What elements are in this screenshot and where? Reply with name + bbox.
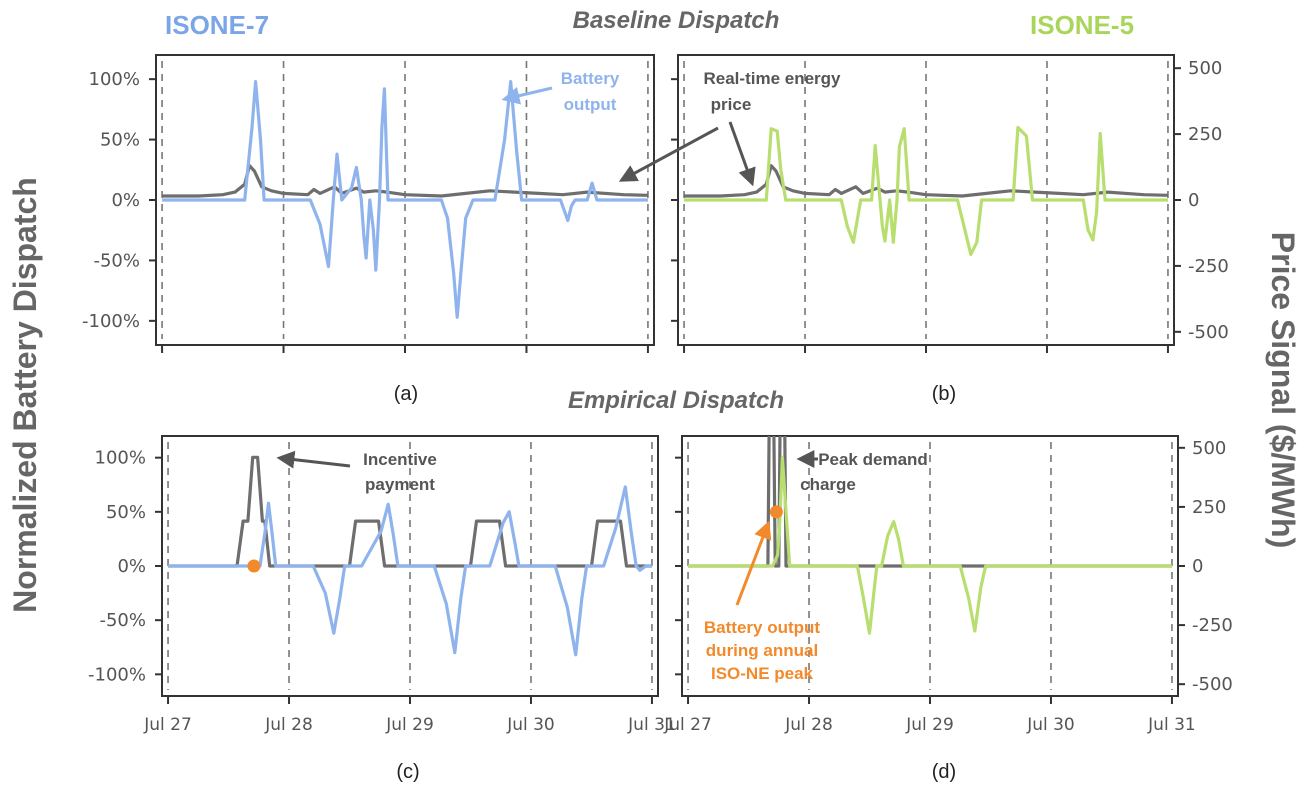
- panel-d-plot-area: [688, 436, 1172, 635]
- annotation-peak-demand-line2: charge: [800, 475, 856, 494]
- isone7-title: ISONE-7: [165, 10, 269, 40]
- panel-c-date-label: Jul 30: [506, 715, 555, 735]
- panel-d-price-label: -500: [1192, 674, 1233, 695]
- panel-d-price-label: 0: [1192, 556, 1203, 577]
- panel-c-peak-marker: [247, 559, 261, 573]
- panel-c-pct-label: 0%: [117, 556, 146, 577]
- panel-d-date-label: Jul 28: [784, 715, 833, 735]
- isone5-title: ISONE-5: [1030, 10, 1134, 40]
- panel-d-date-label: Jul 27: [663, 715, 712, 735]
- annotation-peak-demand: Peak demand charge: [796, 450, 928, 494]
- panel-d-price-label: 500: [1192, 438, 1226, 459]
- panel-b-price-label: -500: [1188, 322, 1229, 343]
- annotation-battery-output-line2: output: [564, 95, 617, 114]
- panel-d-price-label: -250: [1192, 615, 1233, 636]
- panel-b-price-label: 0: [1188, 190, 1199, 211]
- arrow-rt-price-right: [728, 121, 756, 187]
- annotation-annual-peak-line3: ISO-NE peak: [711, 664, 814, 683]
- panel-d-price-label: 250: [1192, 497, 1226, 518]
- panel-a-pct-label: 0%: [111, 190, 140, 211]
- panel-a-pct-label: -100%: [82, 311, 140, 332]
- panel-a-plot-area: [162, 79, 648, 319]
- annotation-incentive-line1: Incentive: [363, 450, 437, 469]
- panel-c-date-label: Jul 31: [627, 715, 676, 735]
- annotation-incentive-line2: payment: [365, 475, 435, 494]
- panel-b-dispatch-line: [684, 125, 1168, 256]
- annotation-rt-price-line1: Real-time energy: [704, 69, 842, 88]
- panel-b-price-label: 250: [1188, 124, 1222, 145]
- annotation-battery-output-line1: Battery: [561, 69, 620, 88]
- annotation-peak-demand-line1: Peak demand: [818, 450, 928, 469]
- panel-d-date-label: Jul 29: [905, 715, 954, 735]
- panel-a-pct-label: -50%: [93, 250, 140, 271]
- annotation-battery-output: Battery output: [501, 69, 620, 114]
- panel-a-dispatch-line: [162, 79, 648, 319]
- panel-d: Jul 27 Jul 28 Jul 29 Jul 30 Jul 31 500 250 0 -25…: [663, 435, 1233, 735]
- arrow-incentive: [276, 450, 351, 469]
- y-axis-label-right: Price Signal ($/MWh): [1265, 232, 1301, 548]
- panel-c-plot-area: [168, 455, 652, 657]
- panel-c-pct-label: 100%: [95, 448, 146, 469]
- baseline-title: Baseline Dispatch: [573, 7, 780, 34]
- panel-label-c: (c): [396, 761, 419, 783]
- panel-a-pct-label: 100%: [89, 69, 140, 90]
- annotation-rt-price: Real-time energy price: [618, 69, 842, 187]
- panel-c-dispatch-line: [168, 485, 652, 657]
- annotation-annual-peak-line1: Battery output: [704, 618, 821, 637]
- annotation-annual-peak: Battery output during annual ISO-NE peak: [704, 520, 821, 683]
- arrow-annual-peak: [735, 520, 772, 606]
- panel-d-peak-marker: [769, 505, 783, 519]
- panel-c-pct-label: -100%: [88, 664, 146, 685]
- arrow-battery-output: [501, 86, 553, 105]
- panel-b-plot-area: [684, 125, 1169, 256]
- panel-a: 100% 50% 0% -50% -100%: [82, 54, 655, 353]
- y-axis-label-left: Normalized Battery Dispatch: [7, 177, 43, 613]
- panel-c-pct-label: 50%: [106, 502, 146, 523]
- panel-c-pct-label: -50%: [99, 610, 146, 631]
- panel-label-a: (a): [394, 383, 418, 405]
- panel-c-date-label: Jul 28: [264, 715, 313, 735]
- empirical-title: Empirical Dispatch: [568, 387, 784, 414]
- annotation-annual-peak-line2: during annual: [706, 641, 818, 660]
- panel-c-date-label: Jul 29: [385, 715, 434, 735]
- panel-c-date-label: Jul 27: [143, 715, 192, 735]
- panel-b: 500 250 0 -250 -500: [671, 54, 1229, 353]
- panel-c-price-line: [168, 455, 652, 568]
- annotation-incentive: Incentive payment: [276, 450, 437, 494]
- panel-d-date-label: Jul 30: [1026, 715, 1075, 735]
- panel-c: Jul 27 Jul 28 Jul 29 Jul 30 Jul 31 100% 50% 0% -…: [88, 435, 676, 735]
- panel-b-price-label: -250: [1188, 256, 1229, 277]
- panel-b-price-label: 500: [1188, 58, 1222, 79]
- annotation-rt-price-line2: price: [711, 95, 752, 114]
- arrow-rt-price-left: [618, 126, 719, 182]
- panel-d-dispatch-line: [688, 456, 1172, 635]
- panel-label-d: (d): [932, 761, 956, 783]
- panel-label-b: (b): [932, 383, 956, 405]
- panel-a-pct-label: 50%: [100, 130, 140, 151]
- panel-d-date-label: Jul 31: [1147, 715, 1196, 735]
